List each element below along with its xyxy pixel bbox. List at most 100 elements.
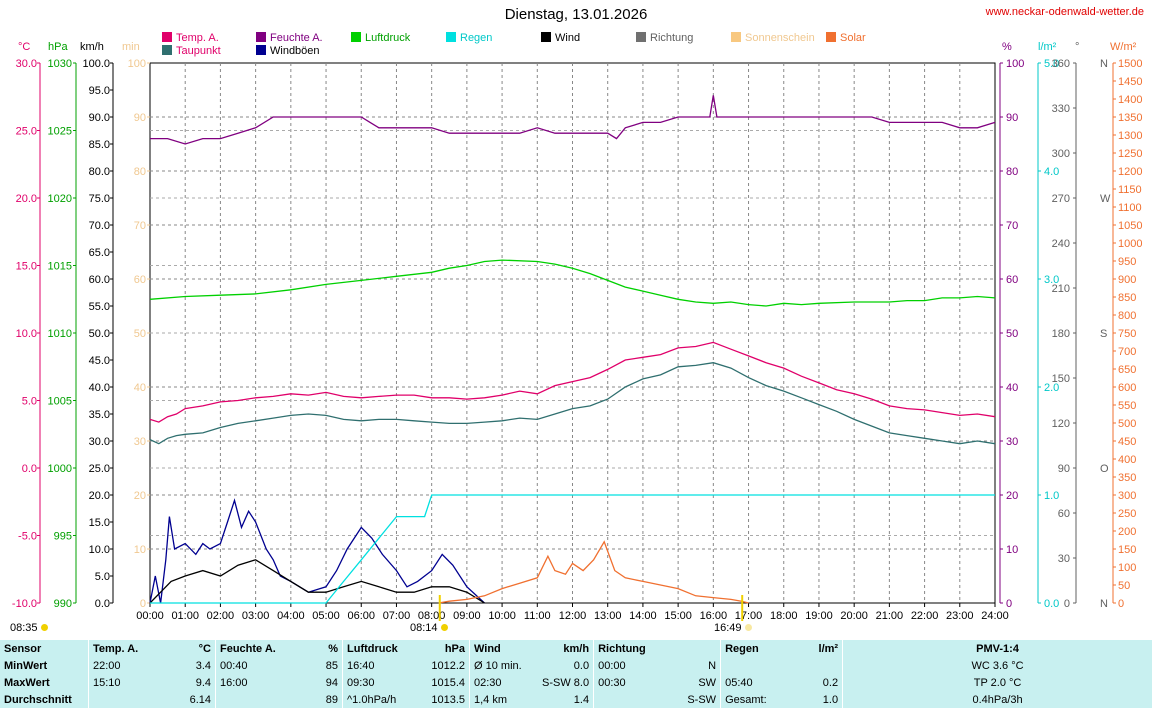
unit-temp: °C xyxy=(18,41,31,53)
row-max-label: MaxWert xyxy=(4,676,50,689)
legend-gusts: Windböen xyxy=(256,45,320,57)
hpa-axis-label: 1010 xyxy=(48,328,72,340)
deg-axis-label: 120 xyxy=(1052,418,1070,430)
pct-axis-label: 60 xyxy=(1006,274,1018,286)
wm2-axis-label: 500 xyxy=(1118,418,1136,430)
kmh-axis-label: 70.0 xyxy=(89,220,110,232)
time-tick-label: 16:00 xyxy=(700,610,728,622)
legend-solar-label: Solar xyxy=(840,32,866,44)
time-tick-label: 14:00 xyxy=(629,610,657,622)
row-max-press-time: 09:30 xyxy=(342,674,421,691)
deg-axis-label: 300 xyxy=(1052,148,1070,160)
pct-axis-label: 50 xyxy=(1006,328,1018,340)
min-axis-label: 90 xyxy=(134,112,146,124)
hdr-wind: Wind xyxy=(469,640,538,657)
kmh-axis-label: 15.0 xyxy=(89,517,110,529)
unit-kmh: km/h xyxy=(80,41,104,53)
kmh-axis-label: 90.0 xyxy=(89,112,110,124)
unit-lm2: l/m² xyxy=(1038,41,1057,53)
legend-direction-label: Richtung xyxy=(650,32,694,44)
pct-axis-label: 20 xyxy=(1006,490,1018,502)
wm2-axis-label: 1200 xyxy=(1118,166,1142,178)
time-tick-label: 18:00 xyxy=(770,610,798,622)
row-min-hum-time: 00:40 xyxy=(215,657,294,674)
hpa-axis-label: 1000 xyxy=(48,463,72,475)
time-axis: 00:00 01:00 02:00 03:00 04:00 05:00 06:00 07:00… xyxy=(136,603,1009,622)
stats-header-row: Sensor Temp. A. °C Feuchte A. % Luftdruc… xyxy=(0,640,1152,657)
site-link[interactable]: www.neckar-odenwald-wetter.de xyxy=(985,6,1144,18)
row-max-press-val: 1015.4 xyxy=(431,676,465,689)
hdr-temp: Temp. A. xyxy=(88,640,167,657)
hpa-axis-label: 1005 xyxy=(48,396,72,408)
hdr-humidity: Feuchte A. xyxy=(215,640,294,657)
right-axes: 10090807060504030201005.04.03.02.01.00.0… xyxy=(999,58,1142,610)
pct-axis-label: 40 xyxy=(1006,382,1018,394)
series-solar xyxy=(438,540,749,604)
pct-axis-label: 70 xyxy=(1006,220,1018,232)
wm2-axis-label: 550 xyxy=(1118,400,1136,412)
row-min-dir-val: N xyxy=(708,659,717,672)
wm2-axis-label: 950 xyxy=(1118,256,1136,268)
time-tick-label: 11:00 xyxy=(524,610,551,622)
wm2-axis-label: 1350 xyxy=(1118,112,1142,124)
temp-axis-label: 0.0 xyxy=(22,463,37,475)
wm2-axis-label: 200 xyxy=(1118,526,1136,538)
unit-min: min xyxy=(122,41,140,53)
time-tick-label: 24:00 xyxy=(981,610,1009,622)
row-avg-wind-time: 1,4 km xyxy=(469,691,538,708)
deg-axis-label: 150 xyxy=(1052,373,1070,385)
kmh-axis-label: 20.0 xyxy=(89,490,110,502)
time-tick-label: 19:00 xyxy=(805,610,833,622)
legend-dewpoint-label: Taupunkt xyxy=(176,45,221,57)
row-avg-dir-val: S-SW xyxy=(687,693,717,706)
deg-axis-label: 240 xyxy=(1052,238,1070,250)
wm2-axis-label: 400 xyxy=(1118,454,1136,466)
temp-axis-label: 20.0 xyxy=(16,193,37,205)
wm2-axis-label: 1150 xyxy=(1118,184,1142,196)
row-min-press-time: 16:40 xyxy=(342,657,421,674)
legend-pressure: Luftdruck xyxy=(351,32,410,44)
row-max-wind-time: 02:30 xyxy=(469,674,538,691)
hdr-sensor: Sensor xyxy=(4,642,42,655)
time-tick-label: 07:00 xyxy=(383,610,411,622)
row-min-pmv: WC 3.6 °C xyxy=(842,657,1152,674)
weather-chart: 30.025.020.015.010.05.00.0-5.0-10.010301… xyxy=(12,58,1143,622)
sunset-time: 16:49 xyxy=(714,622,742,634)
row-max-hum-time: 16:00 xyxy=(215,674,294,691)
wm2-axis-label: 900 xyxy=(1118,274,1136,286)
kmh-axis-label: 55.0 xyxy=(89,301,110,313)
row-min-rain-time xyxy=(720,657,790,674)
wm2-axis-label: 1100 xyxy=(1118,202,1142,214)
deg-compass-label: N xyxy=(1100,598,1108,610)
hdr-pmv: PMV-1:4 xyxy=(842,640,1152,657)
kmh-axis-label: 85.0 xyxy=(89,139,110,151)
row-avg-temp-time xyxy=(88,691,167,708)
kmh-axis-label: 40.0 xyxy=(89,382,110,394)
kmh-axis-label: 5.0 xyxy=(95,571,110,583)
legend-wind-swatch xyxy=(541,32,551,42)
hdr-rain-unit: l/m² xyxy=(818,642,839,655)
lm2-axis-label: 5.0 xyxy=(1044,58,1059,70)
min-axis-label: 50 xyxy=(134,328,146,340)
series-temp-a- xyxy=(149,341,996,423)
time-tick-label: 17:00 xyxy=(735,610,763,622)
legend-solar: Solar xyxy=(826,32,866,44)
deg-axis-label: 0 xyxy=(1064,598,1070,610)
chart-title: Dienstag, 13.01.2026 xyxy=(504,6,648,23)
time-tick-label: 13:00 xyxy=(594,610,622,622)
lm2-axis-label: 2.0 xyxy=(1044,382,1059,394)
temp-axis-label: 15.0 xyxy=(16,261,37,273)
time-tick-label: 20:00 xyxy=(840,610,868,622)
legend-gusts-label: Windböen xyxy=(270,45,320,57)
row-max-hum-val: 94 xyxy=(325,676,338,689)
sunrise-icon xyxy=(440,624,448,631)
row-max-dir-time: 00:30 xyxy=(593,674,663,691)
kmh-axis-label: 45.0 xyxy=(89,355,110,367)
kmh-axis-label: 10.0 xyxy=(89,544,110,556)
temp-axis-label: 30.0 xyxy=(16,58,37,70)
row-avg-hum-time xyxy=(215,691,294,708)
stats-row-max: MaxWert 15:10 9.4 16:00 94 09:30 1015.4 … xyxy=(0,674,1152,691)
sunset-icon xyxy=(744,624,752,631)
legend-humidity: Feuchte A. xyxy=(256,32,323,44)
time-tick-label: 10:00 xyxy=(488,610,516,622)
